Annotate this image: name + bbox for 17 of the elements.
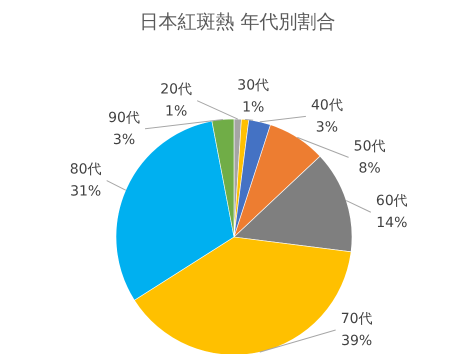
data-label: 3% (316, 119, 338, 136)
data-label: 3% (112, 132, 136, 148)
slice-label: 80代 (70, 162, 102, 178)
slice-label: 50代 (354, 138, 386, 154)
data-label: 1% (242, 99, 264, 116)
data-label: 14% (376, 215, 408, 232)
slice-label: 30代 (237, 77, 270, 94)
slice-label: 60代 (376, 193, 408, 210)
slice-label: 70代 (340, 311, 373, 327)
slice-label: 90代 (108, 110, 140, 126)
data-label: 8% (358, 160, 381, 176)
chart-title: 日本紅斑熱 年代別割合 (139, 11, 336, 33)
data-label: 39% (341, 333, 372, 349)
slice-label: 20代 (160, 82, 192, 98)
data-label: 1% (165, 104, 188, 120)
data-label: 31% (70, 184, 102, 200)
slice-label: 40代 (310, 97, 343, 114)
